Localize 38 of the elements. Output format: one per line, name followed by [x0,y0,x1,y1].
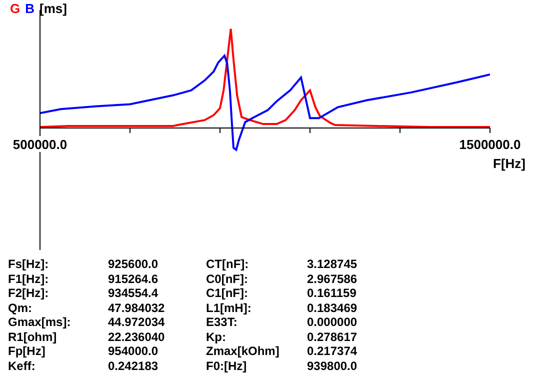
text: 915264.6 [108,272,160,286]
text: 925600.0 [108,257,160,272]
text: C1[nF]: [206,286,249,300]
text: 0.217374 [307,344,358,358]
text: B [25,1,35,16]
text: E33T: [206,315,238,330]
text: R1[ohm] [8,330,58,344]
x-axis-title: F[Hz] [493,156,526,171]
text: Kp: [206,330,227,344]
text: Gmax[ms]: [8,315,72,330]
text: 2.967586 [307,272,358,286]
text: F0:[Hz] [206,358,248,373]
text: CT[nF]: [206,257,250,272]
text: 47.984032 [108,300,166,315]
text: 22.236040 [108,330,166,344]
text: 939800.0 [307,358,358,373]
text: L1[mH]: [206,300,252,315]
text: 3.128745 [307,257,358,272]
text: 0.183469 [307,300,358,315]
text: Fp[Hz] [8,344,46,358]
text: Fs[Hz]: [8,257,50,272]
text: 0.161159 [307,286,358,300]
text: 934554.4 [108,286,160,300]
y-axis-title: [ms] [40,1,67,16]
text: 954000.0 [108,344,160,358]
x-tick-label: 500000.0 [12,137,68,152]
text: 0.278617 [307,330,358,344]
text: 0.242183 [108,358,160,373]
text: Zmax[kOhm] [206,344,280,358]
text: F2[Hz]: [8,286,50,300]
text: Qm: [8,300,33,315]
text: F1[Hz]: [8,272,50,286]
x-tick-label: 1500000.0 [459,137,521,152]
text: 44.972034 [108,315,166,330]
text: G [10,1,20,16]
text: Keff: [8,358,36,373]
text: 0.000000 [307,315,358,330]
text: C0[nF]: [206,272,249,286]
